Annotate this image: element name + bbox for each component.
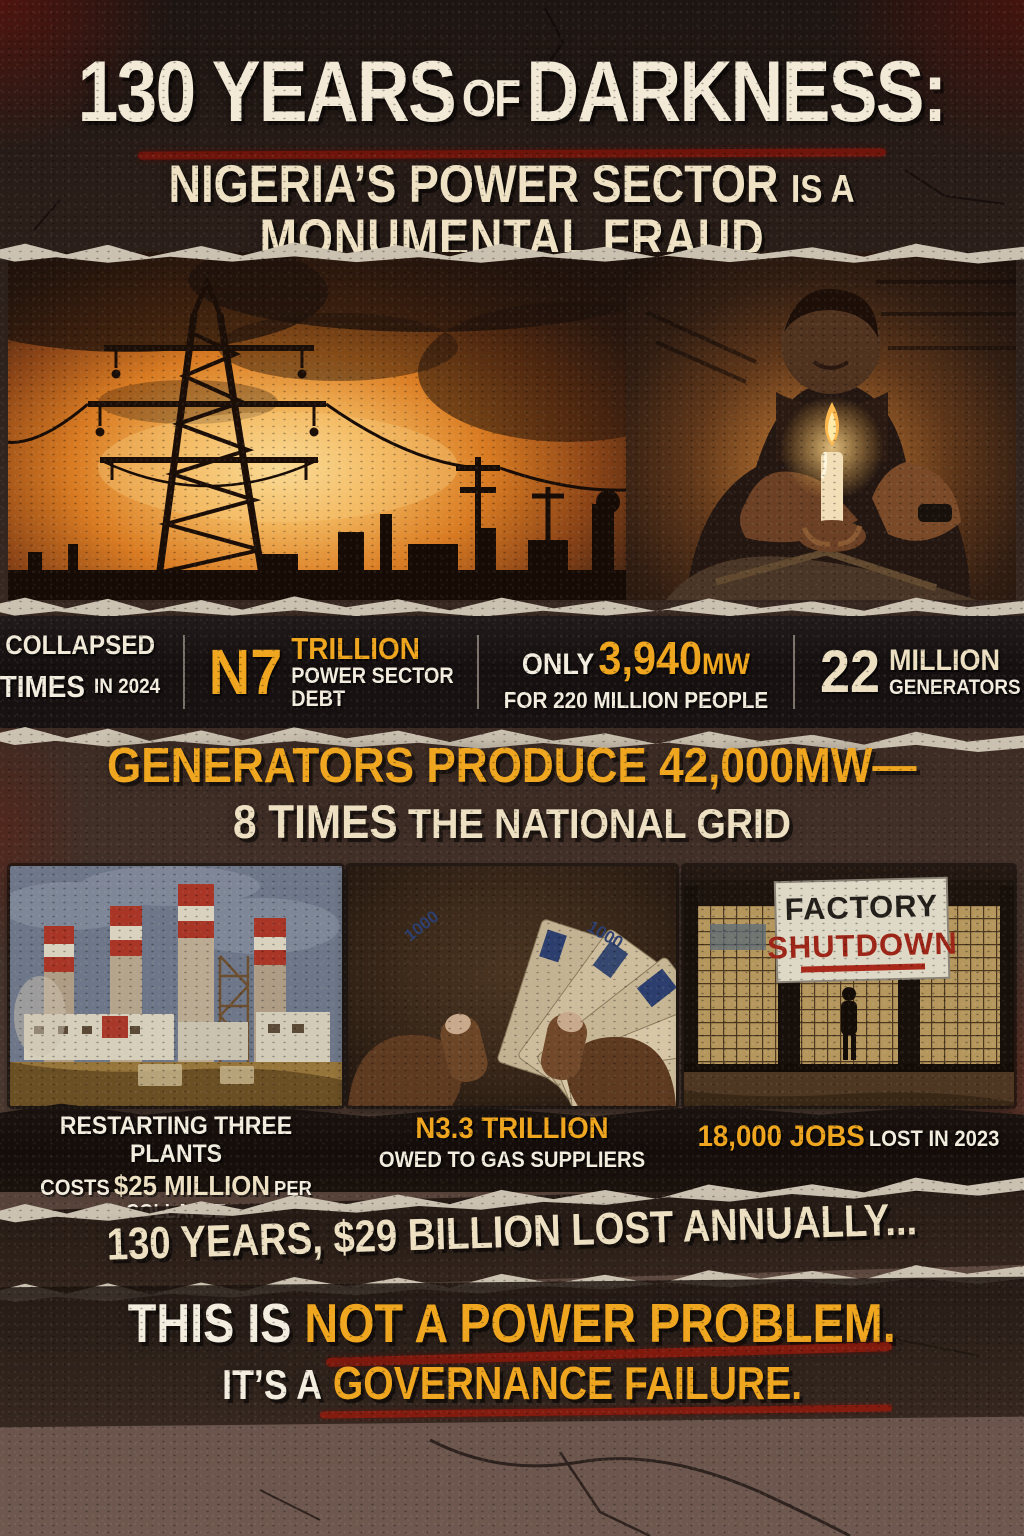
caption3-label: LOST IN 2023: [868, 1126, 1000, 1151]
stat4-value: 22: [820, 638, 881, 706]
stat3-label: FOR 220 MILLION PEOPLE: [503, 686, 769, 713]
stat4-unit: MILLION: [889, 644, 1001, 678]
worker-silhouette: [841, 987, 857, 1060]
stats-divider: [793, 635, 796, 709]
stat3-prefix: ONLY: [522, 647, 595, 681]
caption1-pre: COSTS: [40, 1175, 110, 1200]
conclusion-line1-pre: THIS IS: [128, 1292, 292, 1354]
factory-illustration: FACTORY SHUTDOWN: [684, 866, 1014, 1106]
title-part-years: 130 YEARS: [78, 44, 457, 140]
banner-line2-lead: 8 TIMES: [233, 795, 398, 848]
caption-jobs-lost: 18,000 JOBS LOST IN 2023: [690, 1120, 1007, 1154]
stat2-value: N7: [208, 635, 283, 708]
title-part-of: OF: [462, 68, 521, 127]
caption2-label: OWED TO GAS SUPPLIERS: [378, 1146, 646, 1172]
conclusion-line2: IT’S A GOVERNANCE FAILURE.: [0, 1360, 1024, 1406]
stat1-label: GRID COLLAPSED: [0, 629, 156, 660]
stat-grid-collapsed: GRID COLLAPSED 12 TIMES IN 2024: [0, 629, 161, 714]
conclusion-line1: THIS IS NOT A POWER PROBLEM.: [0, 1296, 1024, 1351]
stat2-label1: POWER SECTOR: [291, 663, 454, 689]
conclusion-line2-highlight: GOVERNANCE FAILURE.: [332, 1357, 802, 1409]
stat-generators: 22 MILLION GENERATORS IN USE: [820, 638, 1024, 706]
factory-shutdown-photo: FACTORY SHUTDOWN: [684, 866, 1014, 1106]
caption2-value: N3.3 TRILLION: [415, 1112, 609, 1145]
hero-photo-band: [8, 252, 1016, 600]
man-with-candle-photo: [626, 252, 1016, 600]
candle: [780, 396, 884, 552]
naira-cash-photo: 1000 1000: [348, 866, 676, 1106]
conclusion-line2-pre: IT’S A: [222, 1361, 322, 1408]
factory-sign: FACTORY SHUTDOWN: [767, 876, 958, 984]
conclusion-line1-highlight: NOT A POWER PROBLEM.: [304, 1292, 896, 1354]
industrial-skyline: [8, 490, 626, 600]
power-poles: [8, 402, 626, 600]
banner-line2: 8 TIMES THE NATIONAL GRID: [0, 798, 1024, 845]
captions-band: [0, 1103, 1024, 1192]
stat1-unit: TIMES: [0, 669, 86, 705]
banner-line1: GENERATORS PRODUCE 42,000MW—: [107, 739, 917, 793]
hands: [348, 1011, 676, 1106]
stat4-label: GENERATORS IN USE: [889, 675, 1024, 699]
title-part-darkness: DARKNESS:: [526, 44, 948, 140]
factory-sign-line1: FACTORY: [784, 888, 938, 927]
banner-line2-rest: THE NATIONAL GRID: [408, 800, 791, 847]
transmission-tower: [88, 275, 326, 600]
factory-sign-line2: SHUTDOWN: [767, 926, 958, 966]
caption1-line1: RESTARTING THREE PLANTS: [59, 1112, 293, 1168]
stat-power-debt: N7 TRILLION POWER SECTOR DEBT: [208, 631, 454, 712]
stats-band: GRID COLLAPSED 12 TIMES IN 2024 N7 TRILL…: [0, 616, 1024, 728]
stat3-unit: MW: [702, 647, 751, 681]
stat2-label2: DEBT: [291, 686, 346, 712]
caption-gas-debt: N3.3 TRILLION OWED TO GAS SUPPLIERS: [365, 1112, 659, 1172]
stat2-unit: TRILLION: [291, 631, 420, 666]
power-plant-photo: [10, 866, 342, 1106]
power-plant-illustration: [10, 866, 342, 1106]
subtitle-line1: NIGERIA’S POWER SECTOR IS A: [0, 158, 1024, 211]
subtitle-small-text: IS A: [791, 167, 856, 211]
stats-divider: [477, 635, 480, 709]
caption1-value: $25 MILLION: [113, 1170, 270, 1201]
powerlines-sunset-photo: [8, 252, 626, 600]
naira-cash-illustration: 1000 1000: [348, 866, 676, 1106]
stat1-note: IN 2024: [94, 675, 161, 699]
stat-grid-capacity: ONLY 3,940MW FOR 220 MILLION PEOPLE: [504, 631, 769, 714]
subtitle-text: NIGERIA’S POWER SECTOR: [168, 155, 779, 214]
caption3-value: 18,000 JOBS: [697, 1120, 865, 1153]
stat3-value: 3,940: [598, 631, 703, 684]
page-title: 130 YEARS OFDARKNESS:: [0, 47, 1024, 137]
stats-divider: [182, 635, 185, 709]
